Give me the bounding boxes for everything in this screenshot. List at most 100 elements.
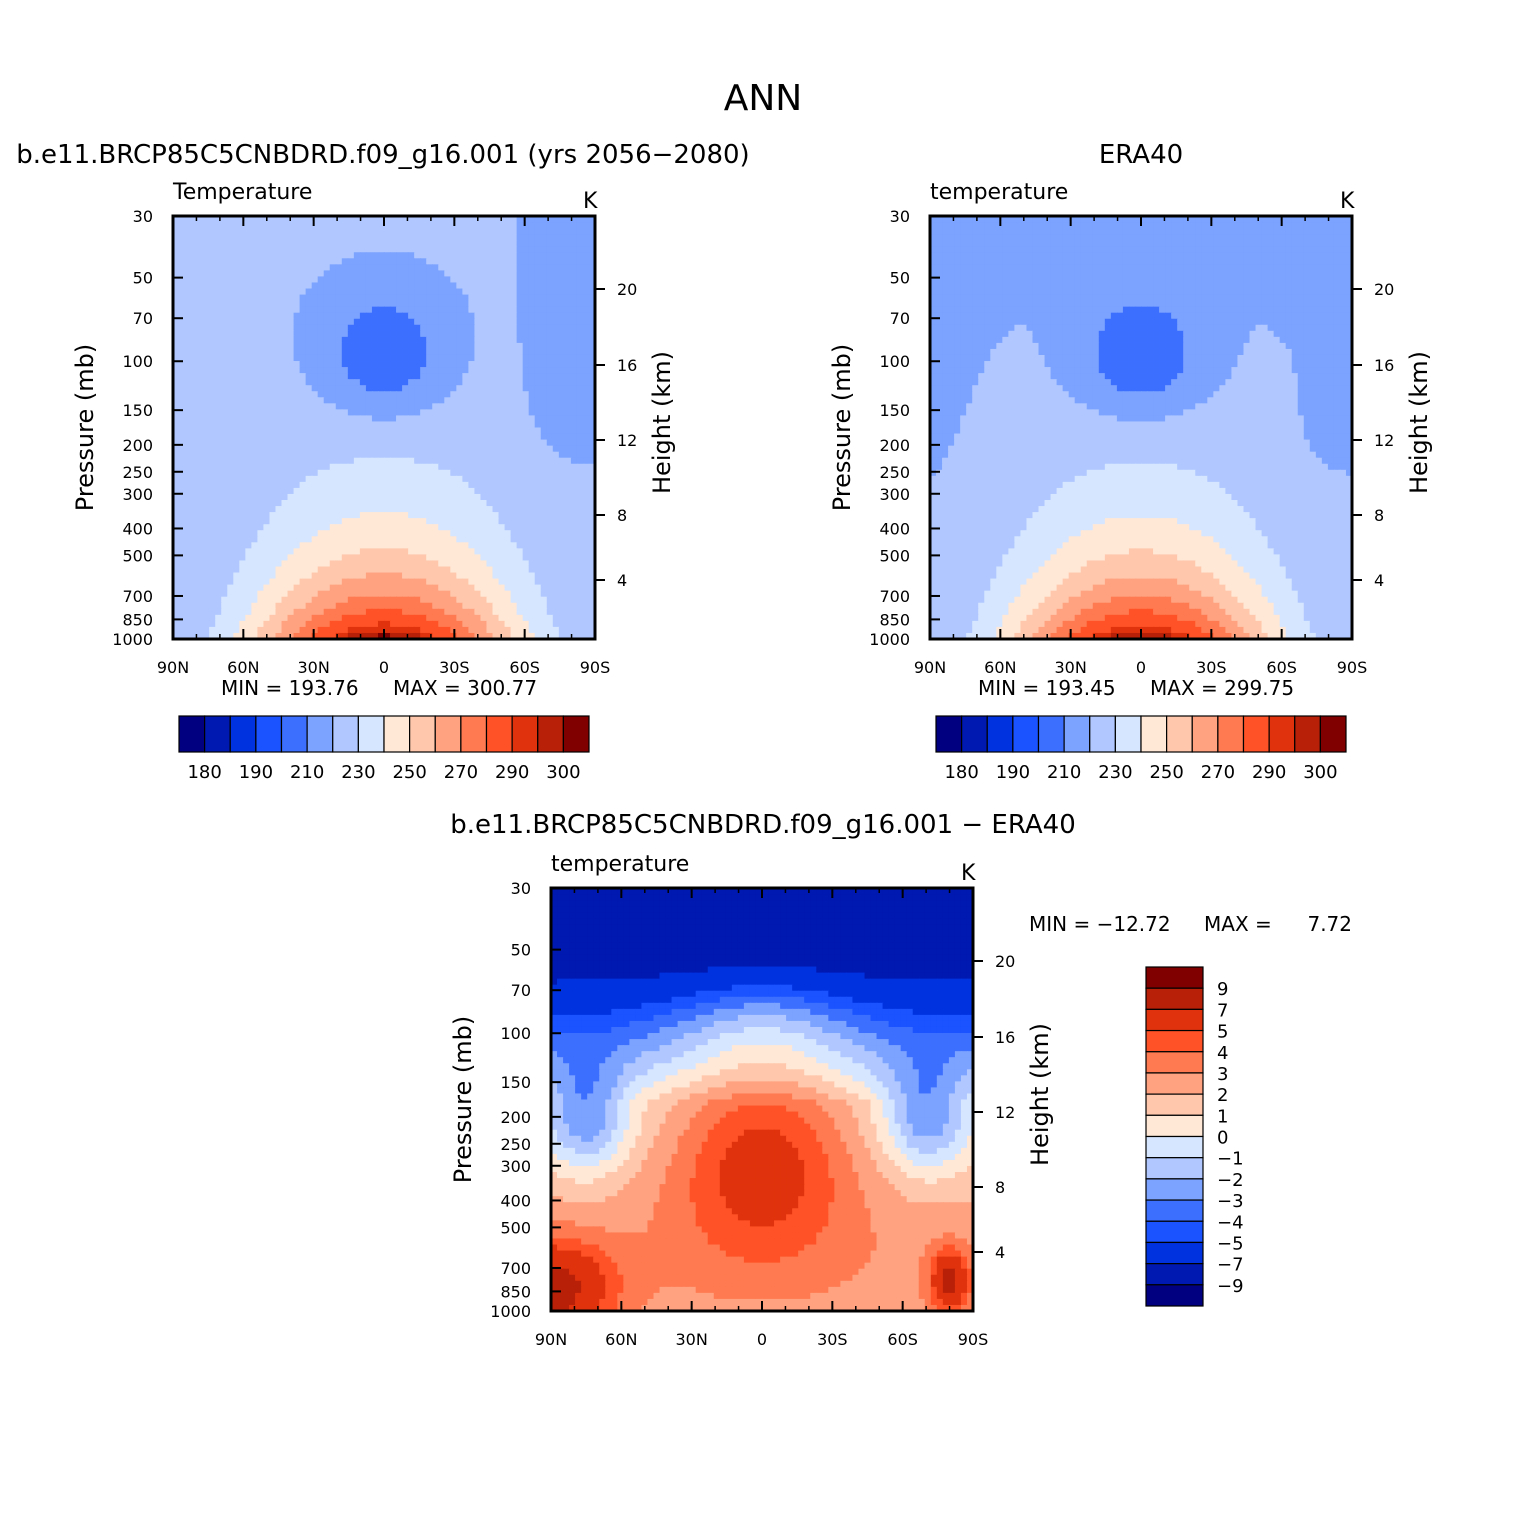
field-cell (359, 632, 367, 640)
field-cell (534, 415, 542, 423)
field-cell (450, 330, 457, 338)
field-cell (311, 276, 319, 284)
field-cell (420, 228, 427, 235)
field-cell (420, 506, 427, 513)
field-cell (570, 572, 578, 580)
field-cell (257, 306, 265, 314)
field-cell (516, 415, 524, 423)
field-cell (275, 487, 283, 495)
field-cell (281, 222, 289, 229)
field-cell (245, 572, 252, 580)
field-cell (492, 560, 500, 568)
field-cell (528, 542, 536, 549)
field-cell (510, 506, 518, 513)
field-cell (576, 439, 584, 447)
field-cell (305, 264, 313, 271)
field-cell (281, 216, 289, 223)
field-cell (179, 457, 186, 465)
field-cell (444, 596, 451, 604)
field-cell (534, 336, 542, 344)
field-cell (528, 560, 536, 568)
field-cell (263, 252, 271, 259)
field-cell (456, 391, 463, 398)
field-cell (191, 590, 198, 598)
field-cell (305, 361, 313, 368)
field-cell (239, 330, 246, 338)
field-cell (341, 252, 349, 259)
field-cell (402, 403, 409, 410)
field-cell (510, 409, 518, 417)
field-cell (299, 312, 307, 320)
field-cell (510, 234, 518, 241)
field-cell (522, 584, 530, 592)
field-cell (353, 451, 361, 459)
field-cell (185, 632, 192, 640)
field-cell (323, 391, 331, 398)
field-cell (498, 620, 506, 628)
field-cell (546, 330, 554, 338)
field-cell (408, 445, 415, 453)
field-cell (263, 240, 271, 247)
field-cell (209, 379, 216, 386)
field-cell (173, 590, 180, 598)
field-cell (450, 234, 457, 241)
field-cell (263, 312, 271, 320)
field-cell (251, 493, 258, 501)
field-cell (396, 348, 403, 356)
field-cell (197, 518, 204, 525)
field-cell (329, 506, 337, 513)
field-cell (480, 391, 488, 398)
field-cell (179, 572, 186, 580)
field-cell (257, 445, 265, 453)
field-cell (504, 566, 512, 574)
field-cell (588, 469, 596, 477)
field-cell (341, 626, 349, 634)
field-cell (311, 439, 319, 447)
field-cell (197, 487, 204, 495)
field-cell (323, 469, 331, 477)
field-cell (444, 481, 451, 489)
field-cell (468, 536, 476, 543)
field-cell (203, 590, 210, 598)
field-cell (540, 481, 548, 489)
field-cell (251, 403, 258, 410)
field-cell (221, 276, 228, 284)
field-cell (233, 566, 240, 574)
field-cell (179, 373, 186, 380)
field-cell (221, 367, 228, 374)
field-cell (408, 234, 415, 241)
field-cell (408, 246, 415, 253)
field-cell (498, 524, 506, 531)
field-cell (311, 300, 319, 308)
field-cell (564, 282, 572, 290)
field-cell (564, 590, 572, 598)
field-cell (510, 632, 518, 640)
field-cell (227, 554, 234, 562)
field-cell (462, 632, 469, 640)
field-cell (257, 536, 265, 543)
field-cell (438, 572, 445, 580)
field-cell (546, 475, 554, 483)
field-cell (239, 487, 246, 495)
field-cell (317, 457, 325, 465)
field-cell (239, 415, 246, 423)
field-cell (179, 445, 186, 453)
field-cell (468, 264, 476, 271)
field-cell (492, 228, 500, 235)
field-cell (365, 252, 373, 259)
field-cell (588, 288, 596, 296)
field-cell (456, 373, 463, 380)
field-cell (191, 348, 198, 356)
field-cell (576, 427, 584, 435)
field-cell (275, 493, 283, 501)
field-cell (588, 252, 596, 259)
field-cell (287, 524, 295, 531)
field-cell (347, 566, 355, 574)
field-cell (450, 439, 457, 447)
field-cell (215, 397, 222, 404)
field-cell (462, 608, 469, 616)
field-cell (390, 608, 397, 616)
field-cell (384, 457, 391, 465)
field-cell (450, 312, 457, 320)
y-axis: 3050701001502002503004005007008501000Pre… (71, 207, 183, 649)
